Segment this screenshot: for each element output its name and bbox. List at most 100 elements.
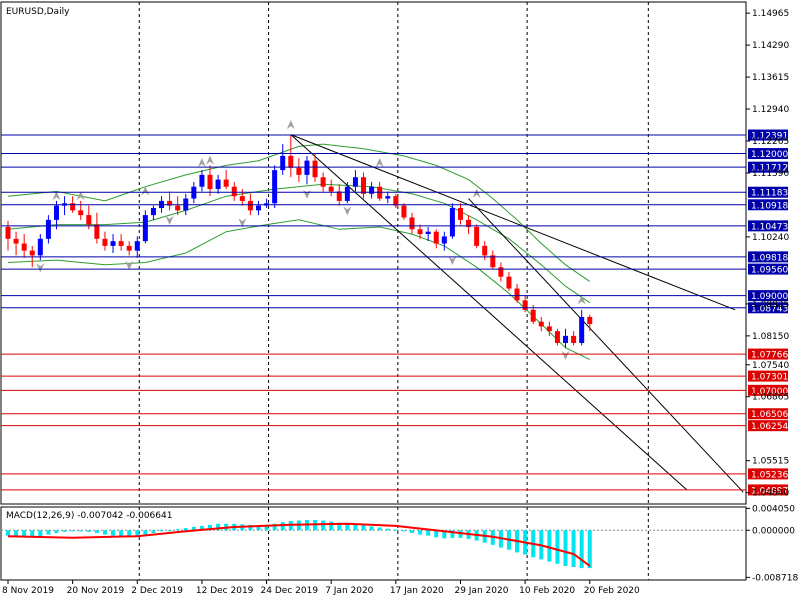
- fractal-down-icon: [448, 256, 457, 266]
- macd-pane-frame: [0, 506, 747, 581]
- price-tick-label: 1.11590: [752, 169, 789, 179]
- bearish-candle: [530, 309, 536, 322]
- price-level-label: 1.06254: [751, 422, 788, 432]
- price-tick-label: 1.05515: [752, 457, 789, 467]
- bearish-candle: [506, 276, 512, 289]
- bearish-candle: [328, 186, 334, 192]
- macd-histogram-bar: [191, 527, 196, 531]
- macd-histogram-bar: [385, 528, 390, 531]
- price-level-label: 1.11712: [751, 164, 788, 174]
- bearish-candle: [78, 210, 84, 216]
- macd-histogram-bar: [94, 530, 99, 533]
- bollinger-upper-band: [7, 143, 591, 282]
- bullish-candle: [37, 238, 43, 256]
- macd-histogram-bar: [329, 521, 334, 531]
- price-level-label: 1.11183: [751, 189, 788, 199]
- bullish-candle: [150, 208, 156, 216]
- price-level-label-box: [748, 468, 788, 480]
- bullish-candle: [53, 205, 59, 220]
- macd-histogram-bar: [393, 529, 398, 531]
- fractal-up-icon: [286, 120, 295, 130]
- date-tick-label: 7 Jan 2020: [325, 586, 373, 596]
- bearish-candle: [312, 160, 318, 178]
- bearish-candle: [86, 215, 92, 225]
- bullish-candle: [199, 174, 205, 187]
- price-tick-label: 1.13615: [752, 73, 789, 83]
- price-level-label-box: [748, 408, 788, 420]
- price-level-label-box: [748, 161, 788, 173]
- macd-histogram-bar: [143, 530, 148, 536]
- bullish-candle: [369, 186, 375, 194]
- bullish-candle: [449, 208, 455, 237]
- price-level-label: 1.10918: [751, 201, 788, 211]
- bearish-candle: [70, 203, 76, 211]
- bearish-candle: [126, 245, 132, 251]
- bearish-candle: [587, 316, 593, 325]
- fractal-up-icon: [52, 191, 61, 201]
- macd-tick-label: 0.004050: [752, 504, 795, 514]
- fractal-down-icon: [36, 263, 45, 273]
- bearish-candle: [498, 267, 504, 277]
- bullish-candle: [579, 316, 585, 343]
- fractal-down-icon: [561, 350, 570, 360]
- price-level-label-box: [748, 420, 788, 432]
- date-tick-label: 17 Jan 2020: [390, 586, 444, 596]
- bearish-candle: [247, 200, 253, 211]
- price-level-label-box: [748, 370, 788, 382]
- macd-histogram-bar: [555, 530, 560, 564]
- fractal-down-icon: [238, 218, 247, 228]
- bearish-candle: [5, 226, 11, 239]
- symbol-label: EURUSD,Daily: [6, 7, 70, 17]
- date-tick-label: 24 Dec 2019: [261, 586, 319, 596]
- bearish-candle: [13, 238, 19, 244]
- price-tick-label: 1.12265: [752, 137, 789, 147]
- bullish-candle: [110, 241, 116, 246]
- bullish-candle: [215, 179, 221, 190]
- bearish-candle: [457, 208, 463, 220]
- price-pane-frame: [0, 1, 747, 505]
- date-tick-label: 8 Nov 2019: [2, 586, 54, 596]
- bollinger-middle-band: [7, 183, 591, 304]
- date-tick-label: 20 Feb 2020: [584, 586, 640, 596]
- macd-histogram-bar: [410, 530, 414, 533]
- macd-histogram-bar: [361, 525, 366, 531]
- macd-histogram-bar: [264, 524, 269, 531]
- price-level-label-box: [748, 251, 788, 263]
- bearish-candle: [393, 196, 399, 206]
- bearish-candle: [288, 155, 294, 168]
- macd-histogram-bar: [587, 530, 592, 569]
- price-level-label-box: [748, 348, 788, 360]
- macd-histogram-bar: [434, 530, 439, 538]
- trend-line: [290, 134, 736, 311]
- fractal-down-icon: [343, 206, 352, 216]
- macd-histogram-bar: [183, 528, 188, 531]
- macd-histogram-bar: [46, 530, 51, 535]
- bearish-candle: [167, 200, 173, 206]
- bearish-candle: [361, 177, 367, 194]
- macd-histogram-bar: [135, 530, 140, 537]
- date-tick-label: 29 Jan 2020: [454, 586, 508, 596]
- price-level-label: 1.04897: [751, 486, 788, 496]
- bearish-candle: [21, 243, 27, 251]
- bearish-candle: [522, 300, 528, 310]
- macd-histogram-bar: [78, 530, 83, 532]
- price-level-label: 1.06506: [751, 410, 788, 420]
- fractal-up-icon: [375, 158, 384, 168]
- price-tick-label: 1.06865: [752, 393, 789, 403]
- bullish-candle: [425, 231, 431, 235]
- fractal-up-icon: [206, 155, 214, 165]
- macd-label: MACD(12,26,9) -0.007042 -0.006641: [6, 511, 172, 521]
- date-tick-label: 2 Dec 2019: [131, 586, 183, 596]
- fractal-up-icon: [472, 188, 481, 198]
- price-level-label: 1.07000: [751, 387, 788, 397]
- bullish-candle: [441, 236, 447, 244]
- bearish-candle: [239, 196, 245, 201]
- macd-tick-label: 0.000000: [752, 526, 795, 536]
- macd-histogram-bar: [280, 522, 285, 531]
- bearish-candle: [401, 205, 407, 218]
- macd-histogram-bar: [345, 523, 350, 531]
- macd-histogram-bar: [175, 529, 180, 531]
- macd-histogram-bar: [86, 530, 91, 532]
- fractal-down-icon: [302, 189, 311, 199]
